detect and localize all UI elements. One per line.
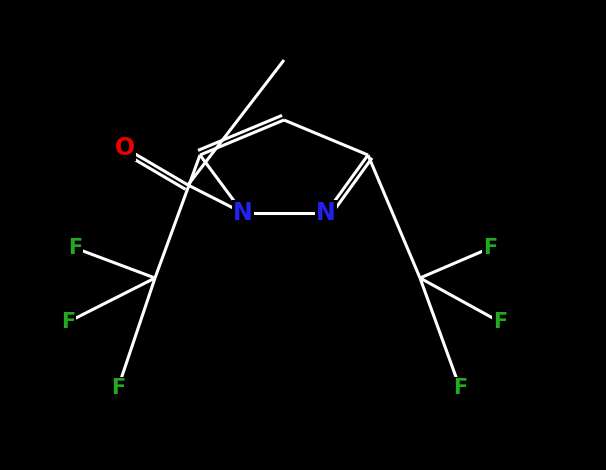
Text: F: F: [111, 378, 125, 398]
Text: F: F: [483, 238, 497, 258]
Text: N: N: [233, 201, 253, 225]
Text: N: N: [316, 201, 336, 225]
Text: F: F: [493, 312, 507, 332]
Text: F: F: [61, 312, 75, 332]
Text: F: F: [453, 378, 467, 398]
Text: F: F: [68, 238, 82, 258]
Text: O: O: [115, 136, 135, 160]
